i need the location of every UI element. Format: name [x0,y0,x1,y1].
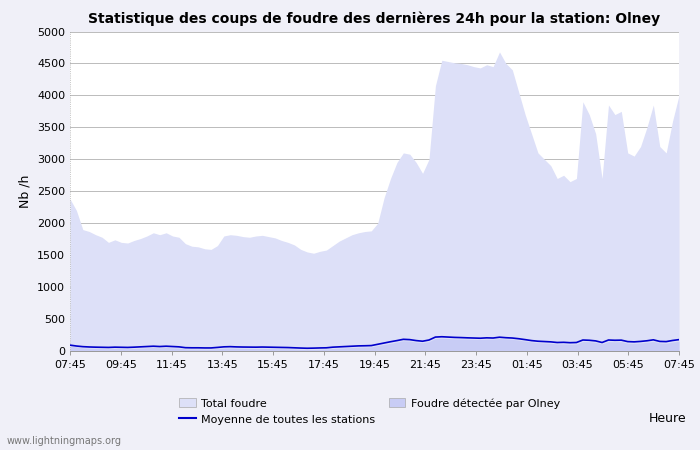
Legend: Total foudre, Moyenne de toutes les stations, Foudre détectée par Olney: Total foudre, Moyenne de toutes les stat… [179,398,560,425]
Text: www.lightningmaps.org: www.lightningmaps.org [7,436,122,446]
Y-axis label: Nb /h: Nb /h [18,175,32,208]
Title: Statistique des coups de foudre des dernières 24h pour la station: Olney: Statistique des coups de foudre des dern… [88,12,661,26]
Text: Heure: Heure [648,412,686,425]
